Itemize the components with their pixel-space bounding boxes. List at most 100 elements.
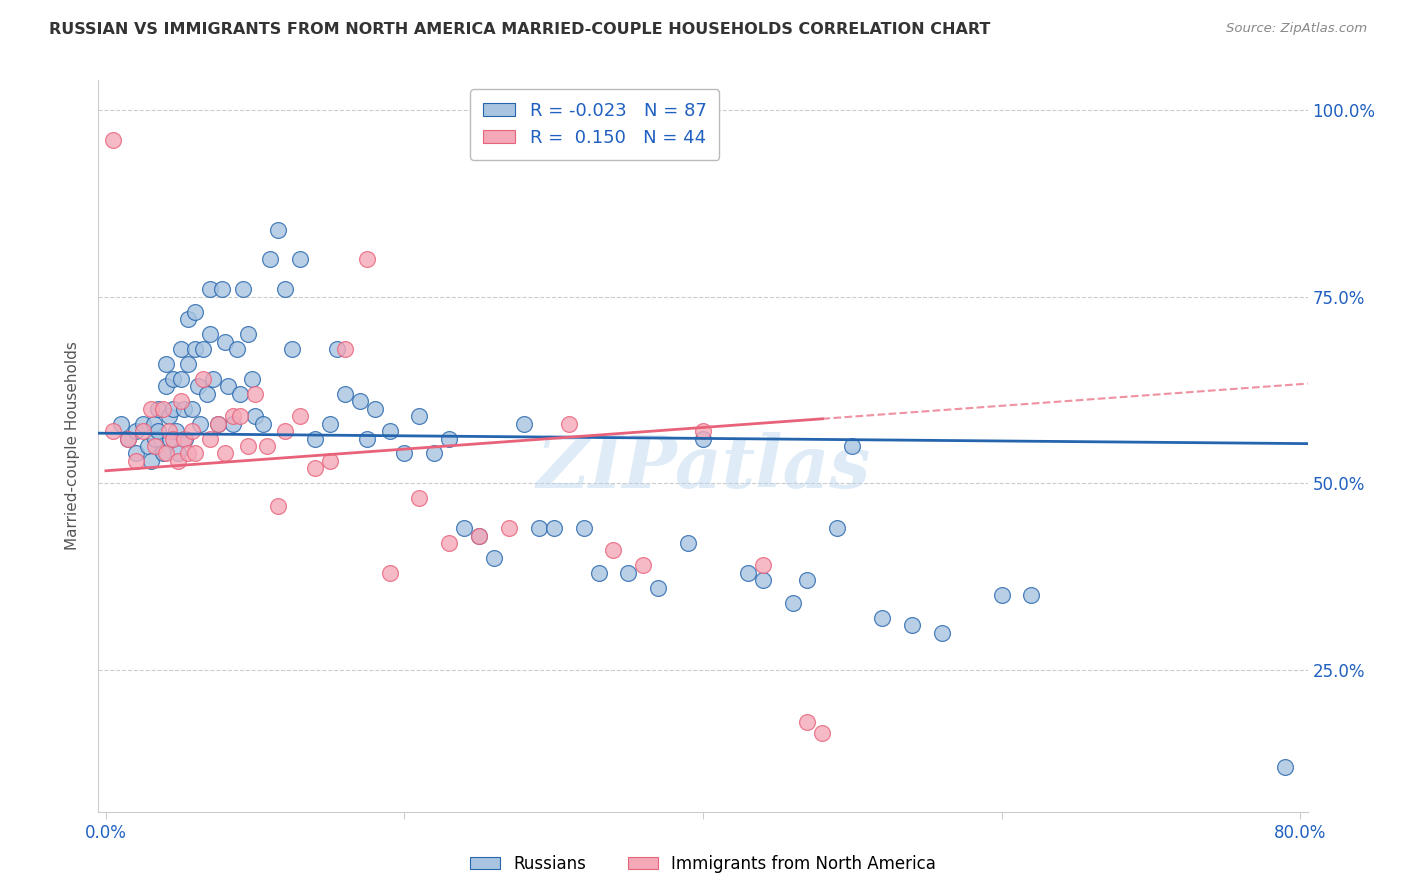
- Point: [633, 558, 655, 573]
- Point: [117, 432, 139, 446]
- Point: [513, 417, 536, 431]
- Point: [181, 401, 204, 416]
- Point: [165, 424, 187, 438]
- Point: [931, 625, 953, 640]
- Point: [378, 566, 401, 580]
- Point: [110, 417, 132, 431]
- Point: [125, 454, 148, 468]
- Point: [281, 342, 304, 356]
- Point: [139, 401, 162, 416]
- Point: [222, 409, 245, 424]
- Point: [274, 424, 297, 438]
- Point: [184, 342, 207, 356]
- Point: [152, 446, 174, 460]
- Point: [132, 424, 155, 438]
- Point: [200, 326, 222, 341]
- Point: [990, 588, 1012, 602]
- Point: [1274, 760, 1296, 774]
- Point: [207, 417, 229, 431]
- Point: [191, 342, 214, 356]
- Point: [394, 446, 416, 460]
- Point: [103, 424, 125, 438]
- Point: [751, 574, 773, 588]
- Point: [229, 386, 252, 401]
- Point: [782, 596, 804, 610]
- Point: [188, 417, 211, 431]
- Point: [200, 282, 222, 296]
- Point: [155, 357, 177, 371]
- Point: [226, 342, 249, 356]
- Point: [166, 446, 188, 460]
- Point: [288, 409, 311, 424]
- Point: [751, 558, 773, 573]
- Point: [796, 574, 818, 588]
- Point: [676, 536, 699, 550]
- Point: [217, 379, 239, 393]
- Point: [162, 432, 184, 446]
- Point: [1021, 588, 1043, 602]
- Point: [796, 715, 818, 730]
- Point: [173, 401, 195, 416]
- Point: [811, 726, 834, 740]
- Point: [139, 454, 162, 468]
- Point: [184, 304, 207, 318]
- Point: [737, 566, 759, 580]
- Point: [143, 439, 166, 453]
- Point: [142, 417, 165, 431]
- Point: [333, 386, 356, 401]
- Point: [236, 439, 259, 453]
- Point: [125, 424, 148, 438]
- Point: [236, 326, 259, 341]
- Legend: Russians, Immigrants from North America: Russians, Immigrants from North America: [464, 848, 942, 880]
- Point: [159, 432, 181, 446]
- Point: [252, 417, 274, 431]
- Point: [363, 401, 385, 416]
- Point: [408, 491, 430, 506]
- Point: [177, 357, 200, 371]
- Point: [266, 499, 288, 513]
- Point: [177, 312, 200, 326]
- Y-axis label: Married-couple Households: Married-couple Households: [65, 342, 80, 550]
- Point: [543, 521, 565, 535]
- Point: [901, 618, 924, 632]
- Point: [146, 401, 169, 416]
- Point: [378, 424, 401, 438]
- Point: [169, 342, 191, 356]
- Point: [453, 521, 475, 535]
- Point: [319, 454, 342, 468]
- Point: [184, 446, 207, 460]
- Point: [827, 521, 849, 535]
- Point: [349, 394, 371, 409]
- Point: [304, 432, 326, 446]
- Point: [197, 386, 219, 401]
- Point: [187, 379, 209, 393]
- Point: [423, 446, 446, 460]
- Point: [572, 521, 595, 535]
- Text: Source: ZipAtlas.com: Source: ZipAtlas.com: [1226, 22, 1367, 36]
- Point: [157, 424, 180, 438]
- Point: [259, 252, 281, 267]
- Point: [602, 543, 624, 558]
- Point: [243, 386, 266, 401]
- Point: [173, 432, 195, 446]
- Point: [588, 566, 610, 580]
- Point: [408, 409, 430, 424]
- Point: [169, 394, 191, 409]
- Point: [152, 401, 174, 416]
- Point: [468, 528, 491, 542]
- Point: [256, 439, 278, 453]
- Point: [229, 409, 252, 424]
- Point: [181, 424, 204, 438]
- Legend: R = -0.023   N = 87, R =  0.150   N = 44: R = -0.023 N = 87, R = 0.150 N = 44: [470, 89, 720, 160]
- Point: [498, 521, 520, 535]
- Point: [146, 424, 169, 438]
- Point: [202, 372, 225, 386]
- Point: [274, 282, 297, 296]
- Point: [841, 439, 863, 453]
- Point: [333, 342, 356, 356]
- Point: [169, 372, 191, 386]
- Point: [157, 409, 180, 424]
- Point: [117, 432, 139, 446]
- Point: [326, 342, 349, 356]
- Point: [103, 133, 125, 147]
